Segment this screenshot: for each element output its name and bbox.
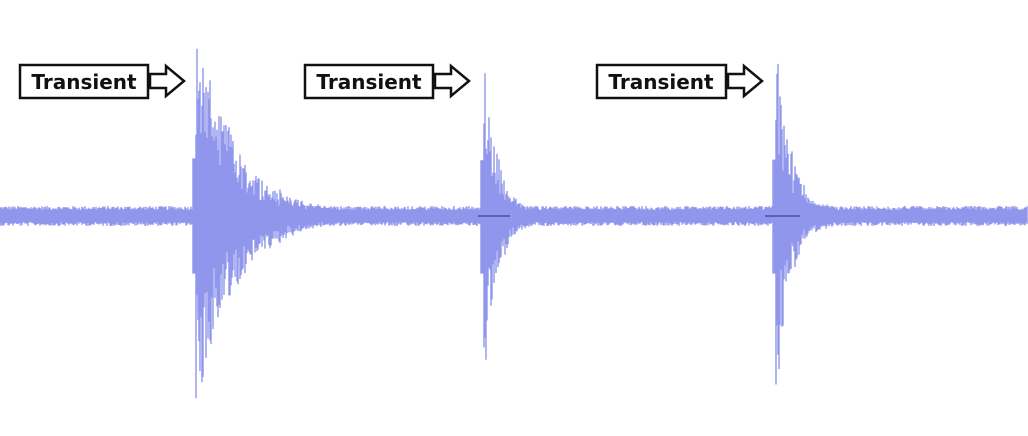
waveform-trace xyxy=(0,48,1028,399)
arrow-right-outline-icon xyxy=(433,63,471,99)
transient-annotation: Transient xyxy=(303,63,471,100)
transient-annotation: Transient xyxy=(18,63,186,100)
transient-label: Transient xyxy=(316,70,422,94)
audio-waveform xyxy=(0,48,1028,399)
transient-label: Transient xyxy=(31,70,137,94)
transient-label-box xyxy=(595,63,728,100)
transient-label-box xyxy=(18,63,150,100)
arrow-right-outline-icon xyxy=(148,63,186,99)
transient-annotation: Transient xyxy=(595,63,764,100)
transient-label-box xyxy=(303,63,435,100)
arrow-right-outline-icon xyxy=(726,63,764,99)
transient-label: Transient xyxy=(608,70,714,94)
